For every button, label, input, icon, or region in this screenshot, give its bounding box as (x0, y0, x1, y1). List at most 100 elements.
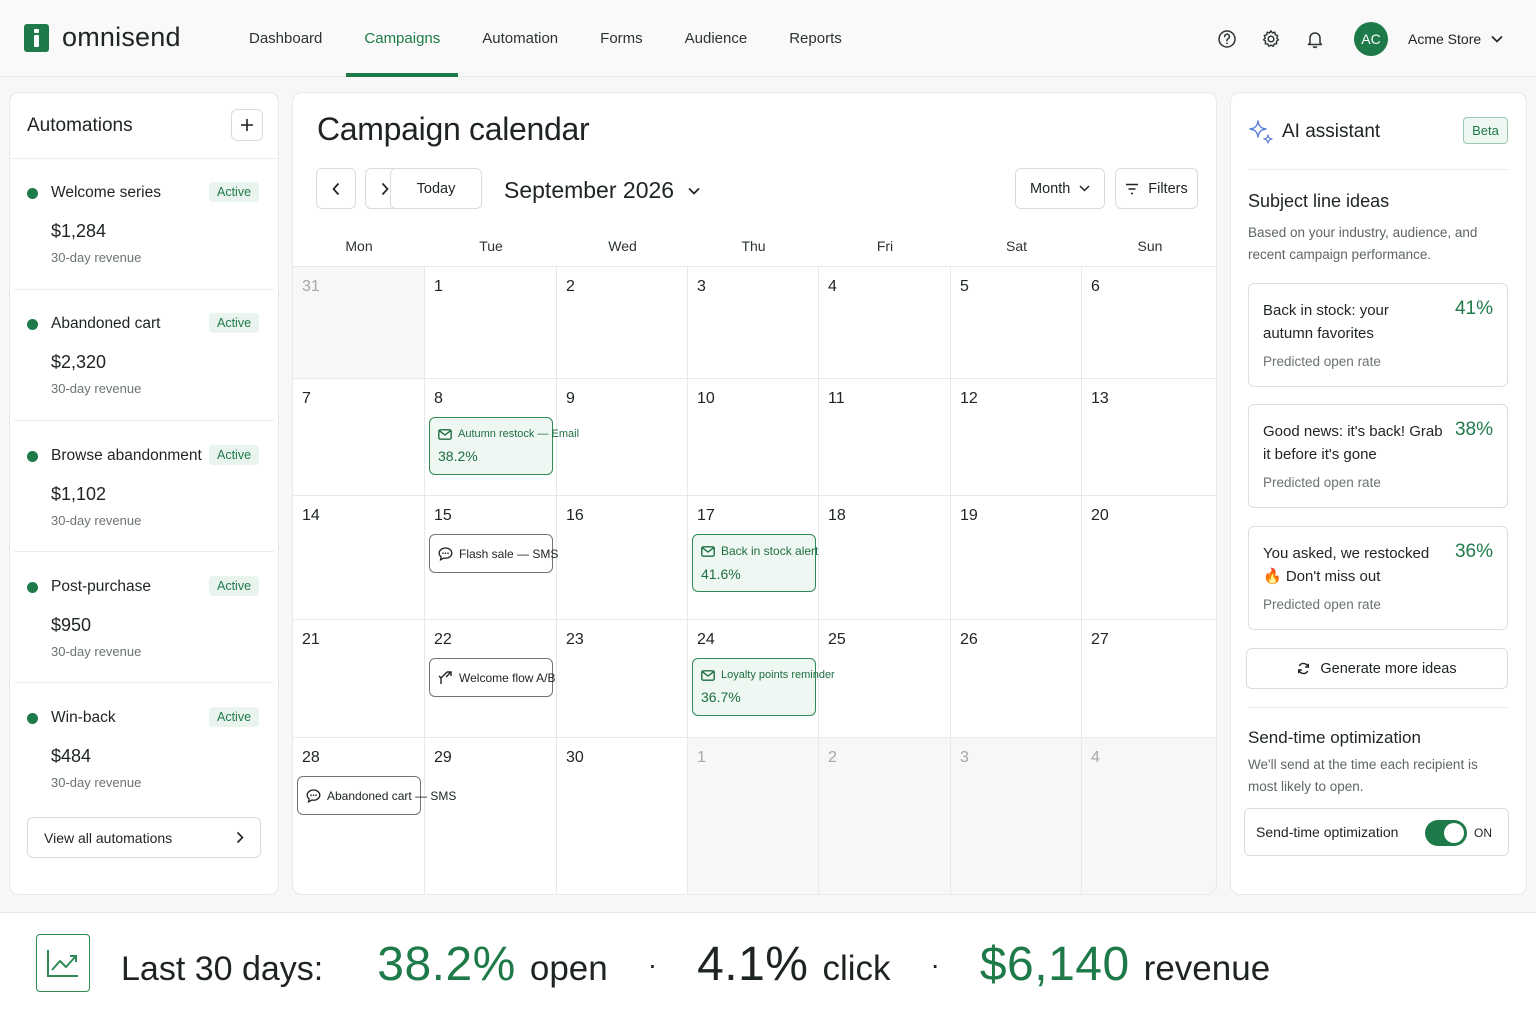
subject-idea-card[interactable]: Back in stock: your autumn favorites 41%… (1248, 283, 1508, 387)
gear-icon[interactable] (1254, 22, 1288, 56)
bell-icon[interactable] (1298, 22, 1332, 56)
idea-text: Good news: it's back! Grab it before it'… (1263, 423, 1443, 463)
calendar-day-cell[interactable]: 16 (557, 495, 688, 619)
weekday-label: Fri (876, 238, 894, 254)
calendar-day-cell[interactable]: 1 (425, 266, 557, 378)
calendar-day-cell[interactable]: 10 (688, 378, 819, 495)
automation-revenue: $2,320 (51, 352, 107, 372)
campaign-event[interactable]: Loyalty points reminder 36.7% (692, 658, 835, 716)
calendar-day-cell[interactable]: 2 (819, 737, 951, 894)
nav-audience[interactable]: Audience (684, 30, 748, 47)
campaign-event[interactable]: Back in stock alert 41.6% (692, 534, 818, 592)
help-icon[interactable] (1210, 22, 1244, 56)
toggle-knob (1444, 823, 1464, 843)
automation-item[interactable]: Welcome series Active $1,284 30-day reve… (10, 158, 278, 289)
revenue-label: 30-day revenue (51, 513, 142, 528)
avatar[interactable]: AC (1354, 22, 1388, 56)
day-number: 3 (697, 278, 706, 295)
calendar-day-cell[interactable]: 30 (557, 737, 688, 894)
calendar-day-cell[interactable]: 3 (951, 737, 1082, 894)
filters-button[interactable]: Filters (1115, 168, 1198, 209)
calendar-day-cell[interactable]: 2 (557, 266, 688, 378)
calendar-day-cell[interactable]: 4 (819, 266, 951, 378)
calendar-day-cell[interactable]: 25 (819, 619, 951, 737)
chevron-down-icon (1079, 185, 1090, 192)
calendar-grid: 31 1 2 3 4 5 6 7 8 9 10 11 12 13 14 15 16 17 18 19 20 21 22 23 2… (293, 266, 1216, 894)
calendar-day-cell[interactable]: 19 (951, 495, 1082, 619)
automation-name: Abandoned cart (51, 315, 161, 332)
prev-month-button[interactable] (316, 168, 356, 209)
view-all-automations-button[interactable]: View all automations (27, 817, 261, 858)
day-number: 10 (697, 390, 715, 407)
filter-icon (1126, 183, 1139, 194)
calendar-day-cell[interactable]: 4 (1082, 737, 1216, 894)
nav-reports[interactable]: Reports (789, 30, 842, 47)
calendar-day-cell[interactable]: 14 (293, 495, 425, 619)
add-automation-button[interactable] (231, 109, 263, 141)
nav-forms[interactable]: Forms (600, 30, 643, 47)
event-title: Loyalty points reminder (721, 669, 835, 681)
subject-ideas-description: Based on your industry, audience, and re… (1248, 225, 1478, 262)
calendar-day-cell[interactable]: 20 (1082, 495, 1216, 619)
nav-automation[interactable]: Automation (482, 30, 559, 47)
automation-item[interactable]: Abandoned cart Active $2,320 30-day reve… (10, 289, 278, 420)
automation-item[interactable]: Win-back Active $484 30-day revenue (10, 683, 278, 814)
today-button[interactable]: Today (390, 168, 482, 209)
campaign-event[interactable]: Flash sale — SMS (429, 534, 558, 573)
click-rate-value: 4.1% (697, 938, 809, 991)
subject-idea-card[interactable]: You asked, we restocked 🔥 Don't miss out… (1248, 526, 1508, 630)
event-open-rate: 36.7% (701, 689, 741, 705)
calendar-day-cell[interactable]: 3 (688, 266, 819, 378)
mail-icon (701, 669, 715, 681)
generate-more-ideas-button[interactable]: Generate more ideas (1246, 648, 1508, 689)
chevron-left-icon (332, 182, 340, 195)
divider (14, 682, 274, 683)
subject-idea-card[interactable]: Good news: it's back! Grab it before it'… (1248, 404, 1508, 508)
day-number: 14 (302, 507, 320, 524)
day-number: 21 (302, 631, 320, 648)
calendar-day-cell[interactable]: 12 (951, 378, 1082, 495)
sto-toggle[interactable] (1425, 820, 1467, 846)
status-dot (27, 582, 38, 593)
nav-campaigns[interactable]: Campaigns (343, 0, 461, 77)
event-open-rate: 38.2% (438, 448, 478, 464)
calendar-day-cell[interactable]: 1 (688, 737, 819, 894)
calendar-day-cell[interactable]: 23 (557, 619, 688, 737)
calendar-day-cell[interactable]: 27 (1082, 619, 1216, 737)
divider (14, 289, 274, 290)
calendar-day-cell[interactable]: 28 (293, 737, 425, 894)
calendar-day-cell[interactable]: 13 (1082, 378, 1216, 495)
plus-icon (241, 119, 253, 131)
campaign-event[interactable]: Welcome flow A/B (429, 658, 555, 697)
automation-item[interactable]: Post-purchase Active $950 30-day revenue (10, 552, 278, 683)
calendar-day-cell[interactable]: 22 (425, 619, 557, 737)
view-select[interactable]: Month (1015, 168, 1105, 209)
brand-logo[interactable]: omnisend (24, 22, 181, 53)
idea-rate-label: Predicted open rate (1263, 354, 1381, 369)
calendar-day-cell[interactable]: 24 (688, 619, 819, 737)
day-number: 5 (960, 278, 969, 295)
click-unit: click (822, 949, 891, 988)
calendar-day-cell[interactable]: 11 (819, 378, 951, 495)
calendar-day-cell[interactable]: 31 (293, 266, 425, 378)
campaign-event[interactable]: Autumn restock — Email 38.2% (429, 417, 579, 475)
status-dot (27, 188, 38, 199)
calendar-day-cell[interactable]: 6 (1082, 266, 1216, 378)
store-switcher[interactable]: Acme Store (1408, 31, 1503, 47)
status-dot (27, 451, 38, 462)
month-picker[interactable]: September 2026 (504, 177, 700, 204)
campaign-event[interactable]: Abandoned cart — SMS (297, 776, 456, 815)
nav-dashboard[interactable]: Dashboard (249, 30, 323, 47)
calendar-day-cell[interactable]: 18 (819, 495, 951, 619)
automation-item[interactable]: Browse abandonment Active $1,102 30-day … (10, 421, 278, 552)
calendar-day-cell[interactable]: 5 (951, 266, 1082, 378)
calendar-day-cell[interactable]: 29 (425, 737, 557, 894)
calendar-day-cell[interactable]: 26 (951, 619, 1082, 737)
calendar-day-cell[interactable]: 7 (293, 378, 425, 495)
calendar-day-cell[interactable]: 15 (425, 495, 557, 619)
day-number: 19 (960, 507, 978, 524)
calendar-day-cell[interactable]: 9 (557, 378, 688, 495)
calendar-day-cell[interactable]: 8 (425, 378, 557, 495)
calendar-day-cell[interactable]: 21 (293, 619, 425, 737)
calendar-day-cell[interactable]: 17 (688, 495, 819, 619)
